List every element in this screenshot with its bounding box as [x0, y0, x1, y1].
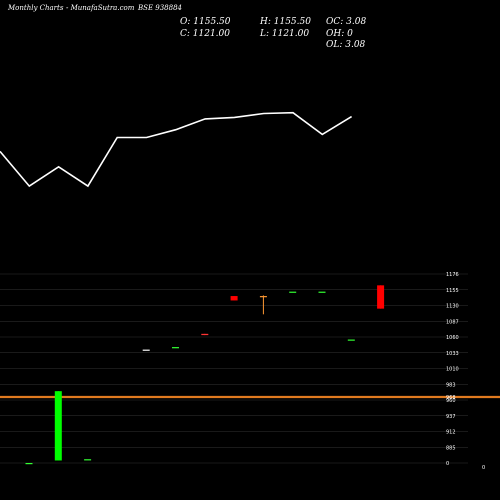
- oh-value: OH: 0: [326, 29, 353, 39]
- price-tick-label: 885: [446, 445, 456, 451]
- level-line-group: 968: [0, 395, 500, 401]
- symbol-label: BSE 938884: [137, 4, 182, 12]
- candle-body: [84, 459, 92, 461]
- price-tick-label: 1130: [446, 304, 459, 310]
- open-value: O: 1155.50: [180, 17, 231, 27]
- candle-body: [201, 333, 209, 336]
- grid-lines: [0, 273, 468, 464]
- price-axis: 1176 1155 1130 1087 1060 1033 1010 983 960 937 912…: [446, 272, 459, 467]
- candle-body: [172, 347, 179, 349]
- right-axis-label: 0: [482, 465, 485, 471]
- price-tick-label: 0: [446, 461, 449, 467]
- ol-value: OL: 3.08: [326, 40, 366, 50]
- candle-body: [54, 391, 62, 461]
- candle-body: [318, 291, 326, 293]
- level-line-label: 968: [446, 395, 456, 401]
- price-tick-label: 1010: [446, 367, 459, 373]
- price-tick-label: 937: [446, 414, 456, 420]
- price-tick-label: 983: [446, 382, 456, 388]
- price-tick-label: 912: [446, 430, 456, 436]
- candle-body: [230, 296, 238, 301]
- trend-line-group: [0, 111, 353, 188]
- high-value: H: 1155.50: [259, 17, 311, 27]
- trend-line: [0, 111, 353, 188]
- site-name-label: - MunafaSutra.com: [66, 4, 135, 12]
- candle-body: [289, 291, 297, 293]
- price-tick-label: 1033: [446, 351, 459, 357]
- oc-value: OC: 3.08: [326, 17, 366, 27]
- chart-period-label: Monthly Charts: [7, 4, 64, 12]
- candle-body: [377, 285, 385, 309]
- candle-body: [142, 349, 150, 351]
- candle-body: [259, 296, 267, 298]
- candle-body: [25, 463, 33, 465]
- close-value: C: 1121.00: [180, 29, 230, 39]
- price-tick-label: 1176: [446, 272, 459, 278]
- low-value: L: 1121.00: [259, 29, 309, 39]
- price-tick-label: 1155: [446, 288, 459, 294]
- price-tick-label: 1087: [446, 319, 459, 325]
- candle-body: [347, 339, 355, 341]
- candles-group: [25, 285, 385, 465]
- price-tick-label: 960: [446, 398, 456, 404]
- price-tick-label: 1060: [446, 335, 459, 341]
